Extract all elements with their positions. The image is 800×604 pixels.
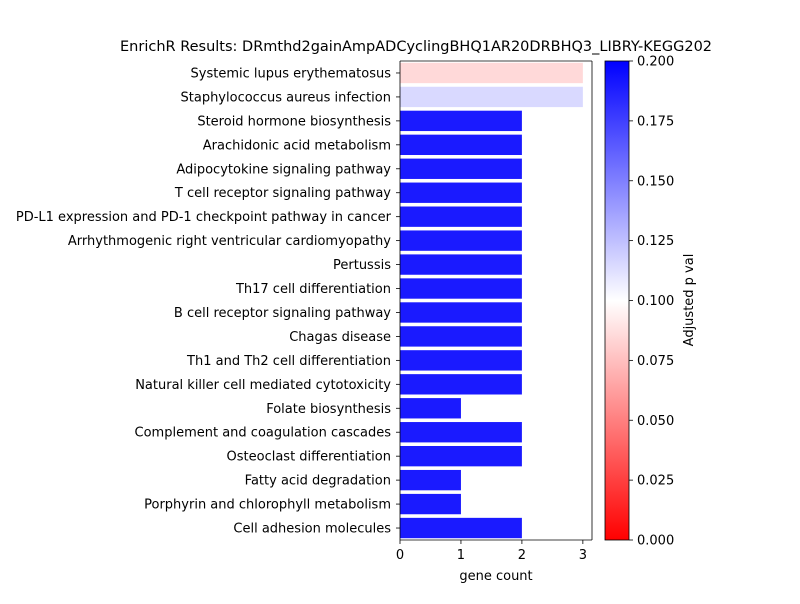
colorbar-tick-label: 0.150 xyxy=(637,174,674,189)
bar xyxy=(400,350,522,371)
bar xyxy=(400,422,522,443)
colorbar-tick-label: 0.025 xyxy=(637,474,674,489)
y-tick-label: Chagas disease xyxy=(289,330,391,345)
y-tick-label: Arachidonic acid metabolism xyxy=(203,138,391,153)
y-tick-label: Complement and coagulation cascades xyxy=(135,426,392,441)
bar xyxy=(400,182,522,203)
y-tick-label: Pertussis xyxy=(333,258,391,273)
y-tick-label: Steroid hormone biosynthesis xyxy=(197,114,391,129)
y-tick-label: PD-L1 expression and PD-1 checkpoint pat… xyxy=(16,210,392,225)
colorbar-tick-label: 0.075 xyxy=(637,354,674,369)
bar xyxy=(400,326,522,347)
colorbar-tick-label: 0.000 xyxy=(637,534,674,549)
bar xyxy=(400,302,522,323)
y-tick-label: Natural killer cell mediated cytotoxicit… xyxy=(135,378,391,393)
y-tick-label: Systemic lupus erythematosus xyxy=(191,66,392,81)
x-tick-label: 0 xyxy=(396,548,404,563)
colorbar-label: Adjusted p val xyxy=(682,254,697,347)
bar xyxy=(400,62,583,84)
x-tick-label: 1 xyxy=(457,548,465,563)
y-tick-label: T cell receptor signaling pathway xyxy=(174,186,391,201)
x-tick-label: 3 xyxy=(579,548,587,563)
x-axis-label: gene count xyxy=(459,569,532,584)
y-tick-label: Cell adhesion molecules xyxy=(233,522,391,537)
chart-title: EnrichR Results: DRmthd2gainAmpADCycling… xyxy=(120,39,712,55)
y-tick-label: Folate biosynthesis xyxy=(266,402,391,417)
x-tick-label: 2 xyxy=(518,548,526,563)
colorbar-tick-label: 0.175 xyxy=(637,114,674,129)
y-tick-label: Th1 and Th2 cell differentiation xyxy=(186,354,391,369)
bar xyxy=(400,254,522,275)
colorbar-tick-label: 0.125 xyxy=(637,234,674,249)
bar xyxy=(400,398,461,419)
bar xyxy=(400,517,522,539)
y-tick-label: Fatty acid degradation xyxy=(245,474,391,489)
colorbar-gradient xyxy=(604,60,630,541)
colorbar-tick-label: 0.050 xyxy=(637,414,674,429)
bar xyxy=(400,230,522,251)
bar xyxy=(400,493,461,515)
bar xyxy=(400,86,583,108)
bar xyxy=(400,278,522,299)
plot-area: Systemic lupus erythematosus Staphylococc… xyxy=(16,60,593,563)
colorbar-tick-label: 0.200 xyxy=(637,55,674,70)
colorbar: 0.000 0.025 0.050 0.075 0.100 0.125 0.150 0.175… xyxy=(604,55,674,549)
y-tick-label: Porphyrin and chlorophyll metabolism xyxy=(144,498,391,513)
bar xyxy=(400,134,522,156)
y-tick-label: Arrhythmogenic right ventricular cardiom… xyxy=(68,234,391,249)
bar xyxy=(400,110,522,132)
y-tick-label: Th17 cell differentiation xyxy=(235,282,391,297)
bar xyxy=(400,374,522,395)
y-tick-label: B cell receptor signaling pathway xyxy=(174,306,391,321)
bar xyxy=(400,445,522,467)
colorbar-tick-label: 0.100 xyxy=(637,294,674,309)
bar xyxy=(400,206,522,227)
y-tick-label: Staphylococcus aureus infection xyxy=(181,90,392,105)
bar xyxy=(400,469,461,491)
y-tick-label: Adipocytokine signaling pathway xyxy=(176,162,391,177)
y-tick-label: Osteoclast differentiation xyxy=(227,450,391,465)
bar xyxy=(400,158,522,179)
